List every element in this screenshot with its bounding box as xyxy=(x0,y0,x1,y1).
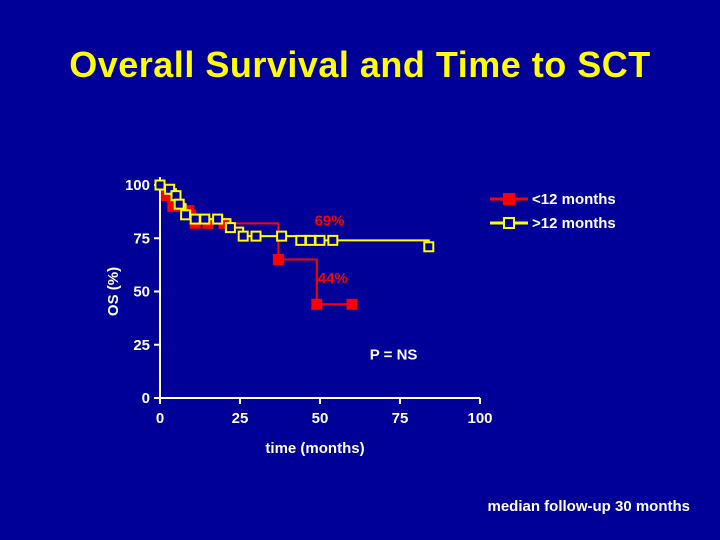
series-point-1 xyxy=(250,230,262,242)
slide-title: Overall Survival and Time to SCT xyxy=(69,44,651,85)
series-point-1 xyxy=(237,230,249,242)
legend-label-1: >12 months xyxy=(532,215,616,232)
series-point-1 xyxy=(295,234,307,246)
legend-marker-0 xyxy=(503,193,515,205)
annotation-1: 44% xyxy=(318,270,348,287)
x-tick-label: 75 xyxy=(392,410,409,427)
y-tick-label: 100 xyxy=(125,177,150,194)
chart-annotations: 69% 44% P = NS xyxy=(315,212,418,363)
x-tick-label: 25 xyxy=(232,410,249,427)
series-point-1 xyxy=(154,179,166,191)
series-point-1 xyxy=(224,222,236,234)
legend-label-0: <12 months xyxy=(532,191,616,208)
x-tick-label: 0 xyxy=(156,410,164,427)
x-axis-label: time (months) xyxy=(265,440,364,457)
series-point-1 xyxy=(180,209,192,221)
y-tick-label: 25 xyxy=(133,337,150,354)
median-follow-up-note: median follow-up 30 months xyxy=(487,498,690,515)
y-tick-label: 0 xyxy=(142,390,150,407)
series-point-0 xyxy=(346,298,358,310)
legend-marker-1 xyxy=(503,217,515,229)
series-point-1 xyxy=(164,183,176,195)
x-tick-label: 50 xyxy=(312,410,329,427)
chart-ticks: 0 25 50 75 100 0 25 50 75 100 xyxy=(125,177,493,427)
series-point-1 xyxy=(314,234,326,246)
x-tick-label: 100 xyxy=(467,410,492,427)
series-point-0 xyxy=(272,254,284,266)
y-tick-label: 50 xyxy=(133,284,150,301)
series-point-1 xyxy=(189,213,201,225)
series-point-0 xyxy=(311,298,323,310)
series-point-1 xyxy=(212,213,224,225)
series-point-1 xyxy=(173,198,185,210)
y-axis-label: OS (%) xyxy=(105,267,122,316)
series-point-1 xyxy=(199,213,211,225)
chart-series xyxy=(154,179,435,310)
series-point-1 xyxy=(327,234,339,246)
annotation-0: 69% xyxy=(315,212,345,229)
y-tick-label: 75 xyxy=(133,230,150,247)
series-point-1 xyxy=(304,234,316,246)
series-point-1 xyxy=(423,241,435,253)
chart-legend: <12 months >12 months xyxy=(490,191,616,232)
annotation-2: P = NS xyxy=(370,347,418,364)
series-point-1 xyxy=(276,230,288,242)
chart-axes xyxy=(159,177,480,399)
